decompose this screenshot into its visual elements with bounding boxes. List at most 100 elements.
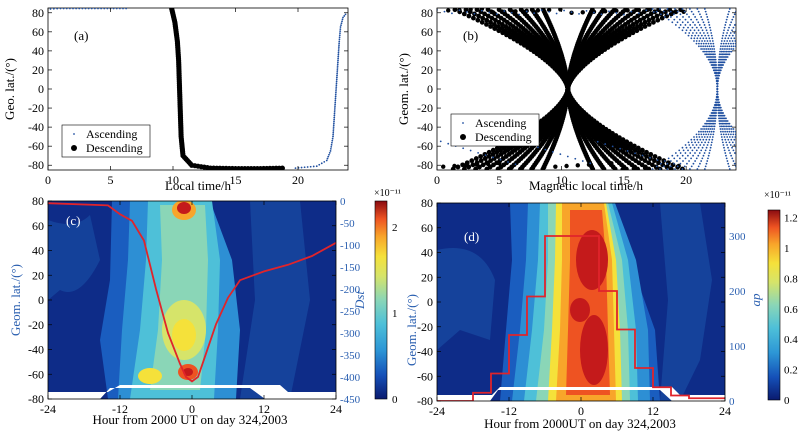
ascending-point — [701, 136, 703, 138]
ascending-point — [704, 53, 707, 56]
ascending-point — [766, 163, 768, 165]
ascending-point — [75, 8, 78, 10]
descending-point — [642, 24, 648, 29]
ascending-point — [727, 29, 729, 32]
descending-point — [646, 17, 652, 23]
colorbar-tick-label: 0.8 — [784, 273, 798, 285]
ascending-point — [691, 149, 694, 152]
ascending-point — [732, 16, 735, 18]
ascending-point — [335, 82, 338, 85]
ascending-point — [723, 128, 726, 130]
d-nodata — [437, 387, 725, 401]
ascending-point — [708, 45, 711, 48]
ascending-point — [705, 128, 708, 130]
ascending-point — [678, 149, 681, 152]
ascending-point — [655, 165, 658, 168]
ascending-point — [725, 53, 728, 56]
ascending-point — [718, 122, 721, 125]
descending-point — [461, 11, 467, 17]
descending-point — [648, 11, 654, 17]
descending-point — [511, 36, 517, 42]
ascending-point — [676, 21, 679, 24]
ascending-point — [65, 8, 68, 10]
descending-point — [478, 154, 484, 159]
ascending-point — [744, 24, 746, 26]
ascending-point — [720, 122, 722, 125]
ascending-point — [711, 40, 714, 42]
ascending-point — [702, 128, 704, 130]
ascending-point — [746, 149, 748, 151]
ascending-point — [702, 21, 705, 24]
ascending-point — [678, 18, 681, 21]
ascending-point — [732, 45, 735, 48]
ascending-point — [711, 37, 714, 40]
descending-point — [482, 156, 488, 161]
ascending-point — [761, 155, 763, 157]
descending-point — [638, 26, 644, 31]
colorbar-tick-label: 1 — [392, 308, 398, 320]
ascending-point — [682, 16, 684, 18]
ascending-point — [563, 9, 565, 12]
legend-b-descending-marker — [460, 134, 466, 140]
ascending-point — [724, 50, 726, 53]
ascending-point — [615, 12, 618, 14]
ascending-point — [728, 8, 731, 10]
ascending-point — [329, 147, 332, 150]
legend-ascending-marker — [73, 133, 75, 135]
ascending-point — [688, 16, 690, 18]
descending-point — [646, 21, 652, 27]
ascending-point — [336, 61, 339, 64]
ascending-point — [721, 122, 724, 125]
ascending-point — [707, 50, 709, 53]
ascending-point — [698, 133, 700, 136]
panel-a-ylabel: Geo. lat./(°) — [2, 58, 17, 120]
descending-point — [500, 30, 506, 36]
descending-point — [452, 8, 458, 13]
descending-point — [619, 36, 625, 42]
descending-point — [490, 151, 496, 157]
ascending-point — [747, 13, 749, 15]
ascending-point — [336, 72, 339, 75]
ascending-point — [703, 128, 706, 130]
ascending-point — [710, 64, 713, 66]
ascending-point — [721, 48, 724, 50]
c-south-side — [138, 368, 162, 384]
descending-point — [486, 149, 492, 155]
panel-c-heatmap: -24 -12 0 12 24806040200-20-40-60-800-50-100… — [8, 188, 401, 427]
ascending-point — [749, 165, 751, 167]
descending-point — [492, 26, 498, 31]
ascending-point — [337, 51, 340, 54]
ascending-point — [703, 152, 706, 154]
ascending-point — [340, 24, 342, 27]
ascending-point — [673, 18, 676, 21]
descending-point — [518, 8, 524, 13]
ascending-point — [725, 58, 727, 61]
y-tick-label: 40 — [421, 246, 433, 260]
ascending-point — [480, 9, 483, 12]
ascending-point — [763, 11, 765, 13]
panel-a-scatter: 0 5 10 15 20 80 60 40 20 0 -20 -40 -60 -80 (a) Ascend… — [2, 6, 349, 193]
y-tick-label: 0 — [427, 82, 433, 96]
ascending-point — [705, 53, 708, 56]
ascending-point — [682, 26, 685, 29]
ascending-point — [739, 29, 741, 31]
ascending-point — [726, 16, 729, 18]
ascending-point — [758, 152, 760, 154]
ascending-point — [339, 28, 342, 31]
ascending-point — [725, 117, 727, 120]
ascending-point — [744, 144, 746, 146]
ascending-point — [697, 165, 700, 168]
ascending-point — [754, 27, 756, 29]
ascending-point — [447, 142, 450, 145]
ascending-point — [707, 133, 710, 136]
ascending-point — [709, 146, 712, 149]
ascending-point — [685, 146, 688, 149]
ascending-point — [733, 24, 736, 26]
ascending-point — [714, 122, 716, 125]
descending-point — [638, 21, 644, 27]
ascending-point — [695, 42, 698, 45]
ascending-point — [338, 40, 341, 43]
ascending-point — [726, 160, 729, 162]
ascending-point — [694, 24, 696, 26]
descending-point — [635, 154, 641, 159]
